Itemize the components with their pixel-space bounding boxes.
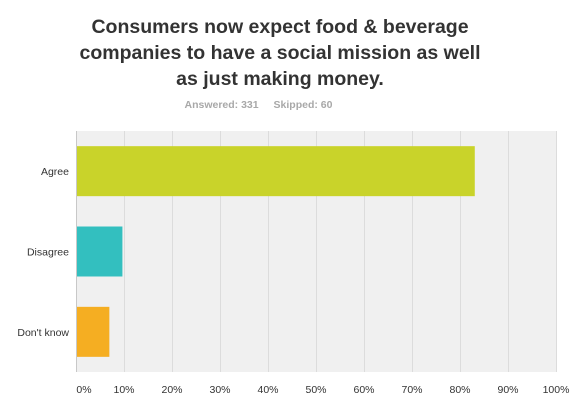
skipped-count: Skipped: 60 [273,99,333,111]
response-stats: Answered: 331 Skipped: 60 [0,99,517,111]
chart-title: Consumers now expect food & beverage com… [20,14,540,92]
x-tick-label: 80% [449,384,470,396]
category-label: Agree [41,166,69,178]
x-tick-label: 30% [209,384,230,396]
category-label: Don't know [17,327,69,339]
x-tick-label: 50% [305,384,326,396]
x-tick-label: 40% [257,384,278,396]
bar-disagree [77,226,123,277]
bar-agree [77,146,475,197]
x-tick-label: 60% [353,384,374,396]
x-tick-label: 70% [401,384,422,396]
answered-count: Answered: 331 [184,99,259,111]
chart-title-line: companies to have a social mission as we… [79,42,481,64]
x-tick-label: 10% [113,384,134,396]
category-label: Disagree [27,247,69,259]
x-tick-label: 100% [543,384,570,396]
x-tick-label: 0% [76,384,91,396]
x-tick-label: 90% [497,384,518,396]
x-tick-label: 20% [161,384,182,396]
bar-don-t-know [77,306,110,357]
chart-title-line: Consumers now expect food & beverage [91,16,469,38]
chart-title-line: as just making money. [176,68,384,90]
